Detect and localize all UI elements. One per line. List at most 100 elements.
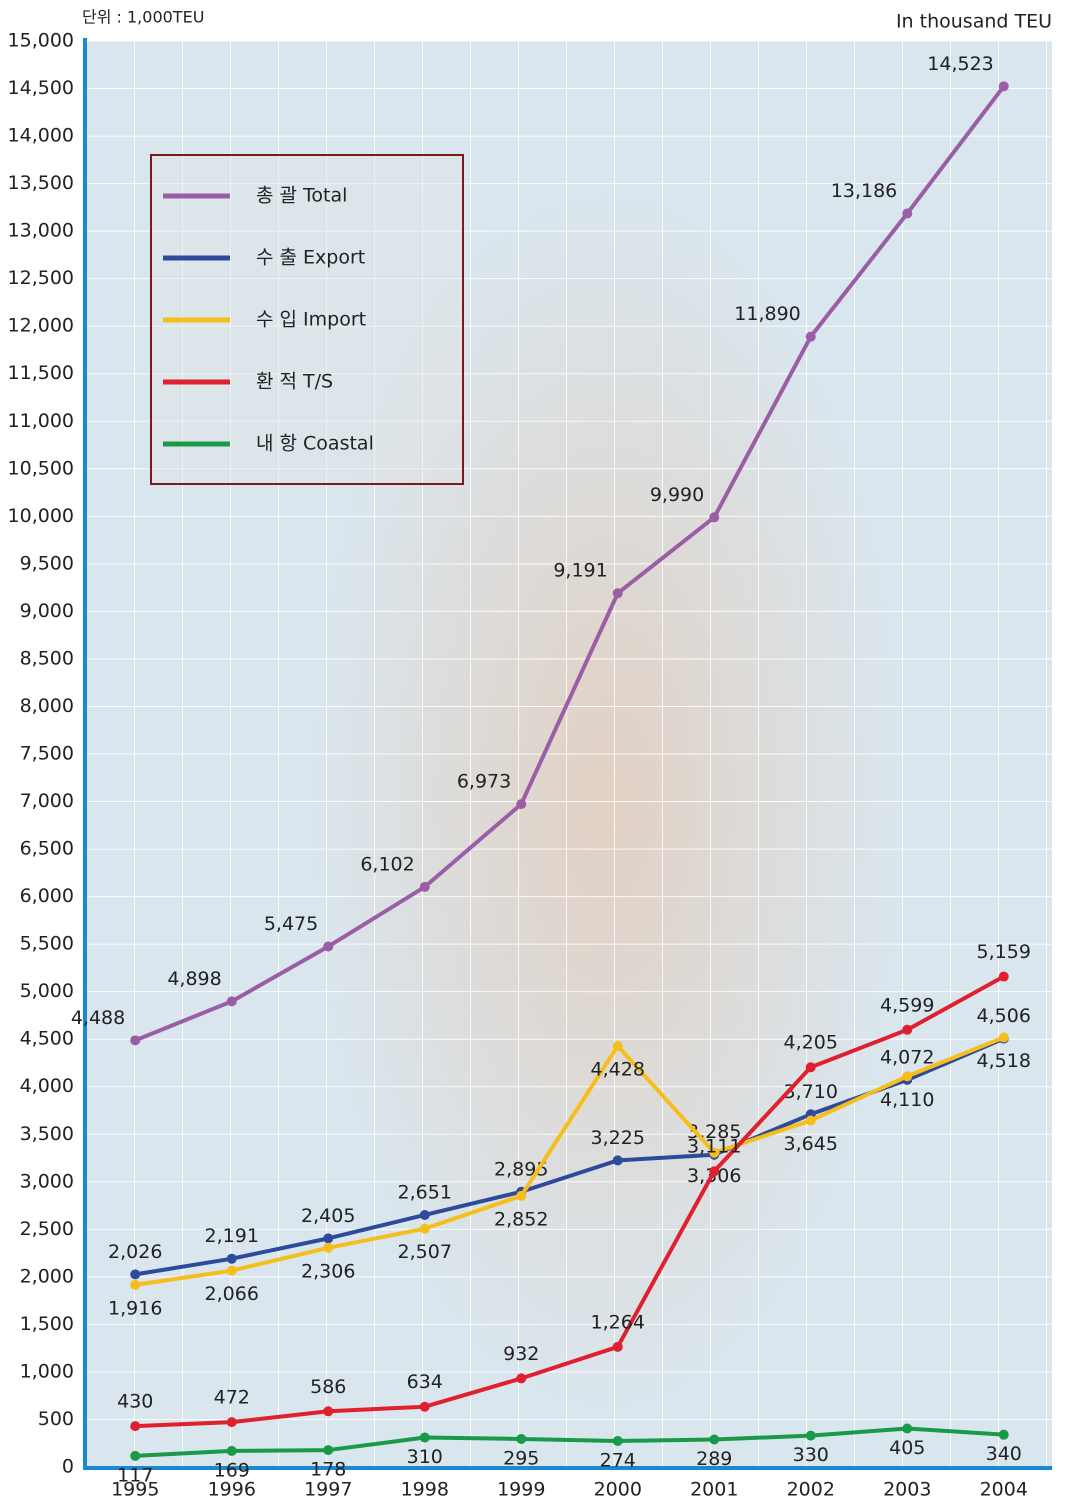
point <box>902 1071 913 1082</box>
y-tick-label: 12,000 <box>8 315 74 337</box>
point <box>805 1430 816 1441</box>
data-label: 2,405 <box>301 1205 355 1227</box>
data-label: 295 <box>503 1447 539 1469</box>
point <box>130 1421 141 1432</box>
y-tick-label: 13,500 <box>8 172 74 194</box>
data-label: 310 <box>407 1446 443 1468</box>
point <box>419 1432 430 1443</box>
series-line <box>134 1035 1005 1287</box>
point <box>226 1445 237 1456</box>
data-label: 2,191 <box>205 1225 259 1247</box>
data-label: 3,710 <box>784 1081 838 1103</box>
point <box>805 1115 816 1126</box>
point <box>226 1265 237 1276</box>
y-tick-label: 1,500 <box>20 1313 74 1335</box>
data-label: 4,110 <box>880 1089 934 1111</box>
data-label: 4,898 <box>167 968 221 990</box>
y-tick-label: 13,000 <box>8 220 74 242</box>
point <box>612 1435 623 1446</box>
y-tick-label: 7,500 <box>20 743 74 765</box>
y-tick-label: 8,000 <box>20 695 74 717</box>
point <box>998 81 1009 92</box>
x-tick-label: 1996 <box>208 1479 256 1501</box>
data-label: 2,651 <box>398 1181 452 1203</box>
legend-label: 내 항 Coastal <box>256 433 374 455</box>
y-tick-label: 3,000 <box>20 1170 74 1192</box>
point <box>805 331 816 342</box>
x-tick-label: 2001 <box>690 1479 738 1501</box>
y-tick-label: 9,500 <box>20 552 74 574</box>
point <box>323 1445 334 1456</box>
series-line <box>135 974 1005 1429</box>
data-label: 4,518 <box>977 1050 1031 1072</box>
series-line <box>134 85 1006 1043</box>
point <box>709 1147 720 1158</box>
point <box>612 1155 623 1166</box>
y-tick-label: 2,000 <box>20 1265 74 1287</box>
data-label: 634 <box>407 1371 443 1393</box>
data-label: 289 <box>696 1448 732 1470</box>
data-label: 2,026 <box>108 1241 162 1263</box>
point <box>709 512 720 523</box>
data-label: 5,475 <box>264 913 318 935</box>
x-tick-label: 2004 <box>980 1479 1028 1501</box>
y-tick-label: 4,000 <box>20 1075 74 1097</box>
point <box>998 1429 1009 1440</box>
y-tick-label: 5,500 <box>20 933 74 955</box>
legend-label: 총 괄 Total <box>256 185 347 207</box>
data-label: 1,916 <box>108 1297 162 1319</box>
y-tick-label: 7,000 <box>20 790 74 812</box>
x-tick-label: 2002 <box>787 1479 835 1501</box>
data-label: 3,225 <box>591 1127 645 1149</box>
data-label: 5,159 <box>977 941 1031 963</box>
y-tick-label: 9,000 <box>20 600 74 622</box>
data-label: 2,066 <box>205 1283 259 1305</box>
y-tick-label: 6,500 <box>20 838 74 860</box>
y-tick-label: 10,000 <box>8 505 74 527</box>
data-label: 3,645 <box>784 1133 838 1155</box>
unit-label: 단위 : 1,000TEU <box>82 8 204 27</box>
data-label: 9,990 <box>650 484 704 506</box>
data-label: 472 <box>214 1387 250 1409</box>
y-tick-label: 12,500 <box>8 267 74 289</box>
data-label: 6,102 <box>360 853 414 875</box>
point <box>323 1406 334 1417</box>
y-tick-label: 15,000 <box>8 30 74 52</box>
point <box>419 881 430 892</box>
point <box>612 588 623 599</box>
data-label: 4,506 <box>977 1005 1031 1027</box>
point <box>612 1341 623 1352</box>
point <box>226 996 237 1007</box>
data-label: 4,599 <box>880 994 934 1016</box>
point <box>516 1373 527 1384</box>
data-label: 4,428 <box>591 1059 645 1081</box>
legend-label: 수 출 Export <box>256 247 365 269</box>
y-tick-label: 500 <box>38 1408 74 1430</box>
point <box>612 1041 623 1052</box>
data-label: 405 <box>889 1437 925 1459</box>
point <box>998 971 1009 982</box>
point <box>902 208 913 219</box>
x-tick-label: 2003 <box>883 1479 931 1501</box>
data-label: 178 <box>310 1459 346 1481</box>
data-label: 4,488 <box>71 1007 125 1029</box>
data-label: 1,264 <box>591 1311 645 1333</box>
series-line <box>135 1426 1004 1458</box>
data-label: 3,111 <box>687 1136 741 1158</box>
point <box>226 1417 237 1428</box>
x-tick-label: 1998 <box>401 1479 449 1501</box>
point <box>709 1166 720 1177</box>
data-label: 340 <box>986 1443 1022 1465</box>
point <box>323 1233 334 1244</box>
data-label: 9,191 <box>553 560 607 582</box>
point <box>998 1032 1009 1043</box>
y-tick-label: 11,500 <box>8 362 74 384</box>
point <box>130 1450 141 1461</box>
data-label: 6,973 <box>457 771 511 793</box>
point <box>419 1401 430 1412</box>
y-tick-label: 0 <box>62 1456 74 1478</box>
data-label: 932 <box>503 1343 539 1365</box>
y-tick-label: 3,500 <box>20 1123 74 1145</box>
data-label: 586 <box>310 1376 346 1398</box>
data-label: 11,890 <box>734 303 800 325</box>
